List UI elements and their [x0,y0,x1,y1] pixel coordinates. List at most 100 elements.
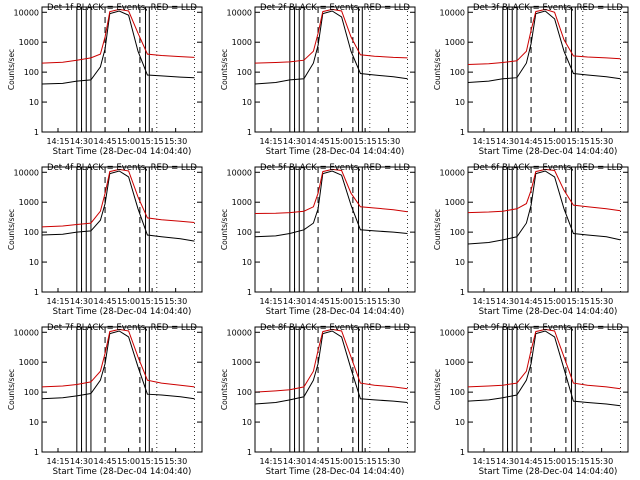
y-tick-label: 10 [242,98,252,107]
detector-panel: 1 10 100 1000 10000 14:15 14:30 14:45 15:00 15:15… [7,3,203,157]
detector-panel: 1 10 100 1000 10000 14:15 14:30 14:45 15:00 15:15… [220,323,416,477]
plot-frame [254,166,416,293]
panel-title: Det 8f BLACK = Events, RED = LLD [260,323,410,333]
x-tick-label: 15:15 [567,457,590,466]
x-tick-label: 14:45 [94,297,117,306]
x-tick-label: 15:30 [590,457,613,466]
x-tick-label: 14:15 [46,457,69,466]
y-tick-label: 1 [34,128,39,137]
x-tick-label: 15:15 [141,297,164,306]
y-tick-label: 100 [450,388,465,397]
y-tick-label: 1 [460,448,465,457]
x-tick-label: 14:45 [307,137,330,146]
x-tick-label: 14:45 [520,297,543,306]
plot-frame [254,6,416,133]
detector-panel: 1 10 100 1000 10000 14:15 14:30 14:45 15:00 15:15… [7,163,203,317]
series-lld-line [254,328,408,393]
y-tick-label: 1000 [232,198,252,207]
x-tick-label: 14:15 [259,297,282,306]
y-tick-label: 10 [29,418,39,427]
y-axis-label: Counts/sec [7,209,16,250]
y-tick-label: 1000 [445,198,465,207]
x-tick-label: 15:00 [543,457,566,466]
x-tick-label: 15:30 [377,137,400,146]
y-tick-label: 100 [450,68,465,77]
x-tick-label: 15:15 [354,457,377,466]
x-tick-label: 14:15 [46,297,69,306]
x-tick-label: 14:15 [472,137,495,146]
y-axis-label: Counts/sec [220,369,229,410]
x-tick-label: 14:45 [94,137,117,146]
x-tick-label: 15:30 [164,137,187,146]
x-axis-label: Start Time (28-Dec-04 14:04:40) [53,467,192,477]
x-tick-label: 14:30 [283,137,306,146]
x-tick-label: 15:30 [590,297,613,306]
y-tick-label: 1 [34,288,39,297]
x-tick-label: 15:30 [164,457,187,466]
y-tick-label: 100 [24,388,39,397]
x-tick-label: 14:30 [70,137,93,146]
y-axis-label: Counts/sec [220,209,229,250]
y-axis-label: Counts/sec [220,49,229,90]
detector-panel: 1 10 100 1000 10000 14:15 14:30 14:45 15:00 15:15… [433,163,629,317]
series-events-line [41,170,195,242]
x-tick-label: 14:45 [307,457,330,466]
y-tick-label: 1 [34,448,39,457]
x-axis-label: Start Time (28-Dec-04 14:04:40) [53,147,192,157]
x-tick-label: 14:30 [496,457,519,466]
x-axis-label: Start Time (28-Dec-04 14:04:40) [479,307,618,317]
y-axis-label: Counts/sec [433,209,442,250]
x-tick-label: 15:15 [141,457,164,466]
series-events-line [41,10,195,85]
y-tick-label: 1000 [19,38,39,47]
plot-frame [41,326,203,453]
y-tick-label: 1000 [445,358,465,367]
x-tick-label: 15:30 [377,297,400,306]
plot-frame [41,166,203,293]
x-axis-label: Start Time (28-Dec-04 14:04:40) [479,147,618,157]
x-tick-label: 14:30 [283,457,306,466]
x-tick-label: 14:30 [283,297,306,306]
y-tick-label: 1 [460,288,465,297]
x-tick-label: 15:00 [330,297,353,306]
detector-panel: 1 10 100 1000 10000 14:15 14:30 14:45 15:00 15:15… [433,323,629,477]
series-events-line [467,170,621,245]
y-tick-label: 10 [455,418,465,427]
plot-frame [254,326,416,453]
y-tick-label: 1 [247,448,252,457]
y-tick-label: 10000 [227,328,252,337]
y-tick-label: 10000 [440,168,465,177]
panel-title: Det 1f BLACK = Events, RED = LLD [47,3,197,13]
plot-frame [41,6,203,133]
x-tick-label: 15:15 [354,137,377,146]
plot-frame [467,326,629,453]
series-events-line [254,170,408,238]
y-tick-label: 100 [450,228,465,237]
x-tick-label: 15:00 [543,297,566,306]
y-axis-label: Counts/sec [7,369,16,410]
y-axis-label: Counts/sec [433,49,442,90]
x-tick-label: 15:30 [590,137,613,146]
x-tick-label: 15:00 [117,457,140,466]
y-tick-label: 100 [237,68,252,77]
panel-title: Det 9f BLACK = Events, RED = LLD [473,323,623,333]
y-tick-label: 10000 [14,8,39,17]
y-tick-label: 100 [237,388,252,397]
detector-panel: 1 10 100 1000 10000 14:15 14:30 14:45 15:00 15:15… [433,3,629,157]
x-tick-label: 14:15 [472,457,495,466]
y-tick-label: 10000 [227,168,252,177]
y-tick-label: 10 [455,98,465,107]
x-axis-label: Start Time (28-Dec-04 14:04:40) [479,467,618,477]
x-tick-label: 15:00 [117,137,140,146]
x-tick-label: 15:15 [567,297,590,306]
series-events-line [254,10,408,85]
series-lld-line [41,328,195,388]
x-tick-label: 14:45 [307,297,330,306]
x-tick-label: 14:30 [70,457,93,466]
series-events-line [467,10,621,83]
detector-panel: 1 10 100 1000 10000 14:15 14:30 14:45 15:00 15:15… [220,163,416,317]
x-tick-label: 15:30 [164,297,187,306]
series-lld-line [254,168,408,214]
x-tick-label: 15:00 [543,137,566,146]
